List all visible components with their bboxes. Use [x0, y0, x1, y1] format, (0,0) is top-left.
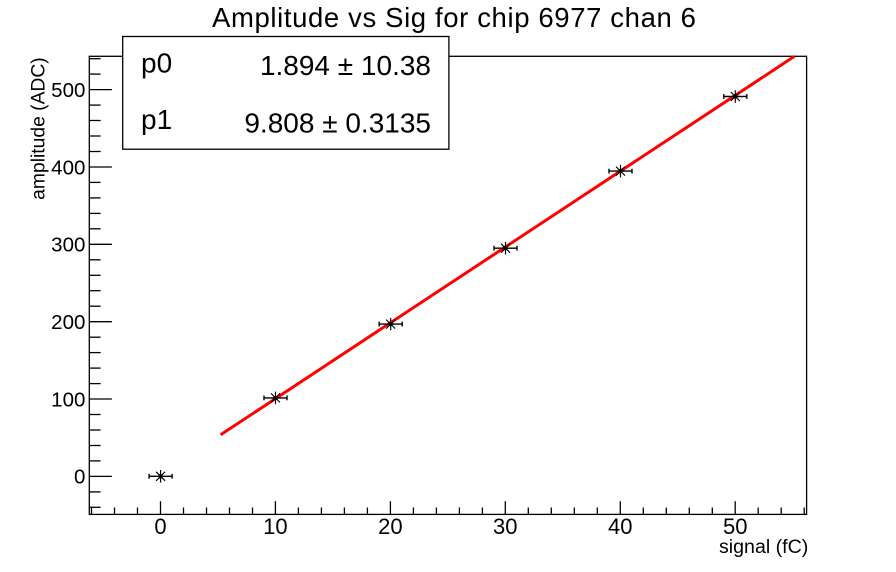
- svg-text:9.808 ± 0.3135: 9.808 ± 0.3135: [244, 108, 431, 139]
- svg-text:50: 50: [723, 514, 747, 539]
- svg-text:200: 200: [51, 311, 85, 334]
- svg-text:500: 500: [51, 79, 85, 102]
- svg-text:10: 10: [263, 514, 287, 539]
- svg-text:amplitude (ADC): amplitude (ADC): [29, 57, 50, 200]
- svg-text:p1: p1: [141, 104, 172, 135]
- svg-text:0: 0: [74, 466, 85, 489]
- svg-text:signal (fC): signal (fC): [719, 536, 808, 558]
- svg-text:Amplitude vs Sig for chip 6977: Amplitude vs Sig for chip 6977 chan 6: [212, 2, 697, 33]
- svg-text:30: 30: [493, 514, 517, 539]
- svg-text:300: 300: [51, 234, 85, 257]
- svg-text:0: 0: [154, 514, 166, 539]
- svg-text:400: 400: [51, 156, 85, 179]
- svg-text:1.894 ± 10.38: 1.894 ± 10.38: [260, 50, 431, 81]
- svg-text:100: 100: [51, 388, 85, 411]
- svg-text:40: 40: [608, 514, 632, 539]
- svg-text:20: 20: [378, 514, 402, 539]
- svg-text:p0: p0: [141, 47, 172, 78]
